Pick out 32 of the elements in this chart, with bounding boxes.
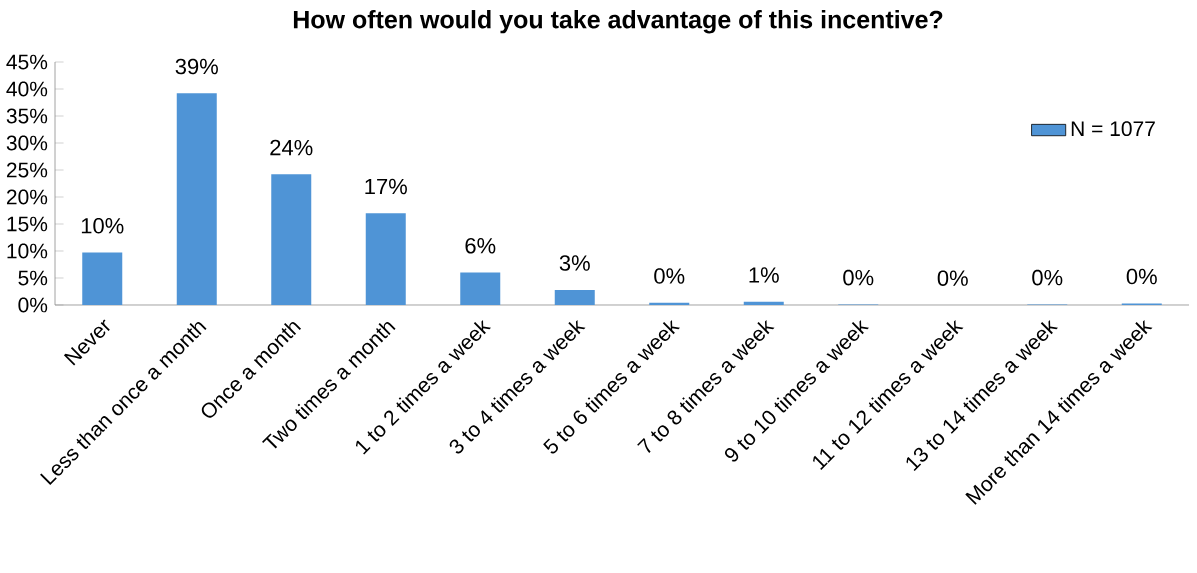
bar	[649, 302, 690, 305]
data-label: 0%	[843, 269, 874, 286]
y-tick-label: 0%	[18, 297, 48, 313]
y-tick-label: 5%	[18, 270, 48, 286]
y-tick-label: 20%	[6, 189, 48, 205]
chart-title: How often would you take advantage of this incentive?	[293, 10, 943, 34]
data-label: 0%	[937, 270, 968, 286]
data-label: 10%	[81, 218, 124, 234]
bar	[460, 272, 501, 305]
bar	[365, 213, 406, 305]
y-tick-label: 35%	[6, 108, 48, 124]
bar	[743, 301, 784, 305]
data-label: 0%	[1032, 269, 1063, 286]
y-tick-label: 10%	[7, 243, 48, 259]
data-label: 0%	[1126, 268, 1157, 285]
data-label: 24%	[270, 139, 313, 156]
y-tick-label: 30%	[6, 135, 48, 151]
data-label: 17%	[365, 178, 407, 195]
legend-label: N = 1077	[1071, 121, 1155, 137]
y-tick-label: 25%	[6, 162, 48, 178]
y-tick-label: 40%	[6, 81, 48, 97]
data-label: 1%	[749, 267, 779, 283]
y-tick-label: 15%	[7, 216, 48, 232]
bar	[271, 174, 312, 305]
data-label: 6%	[465, 237, 496, 254]
bar	[82, 252, 123, 305]
bar	[554, 289, 595, 305]
data-label: 39%	[175, 58, 218, 75]
bar	[176, 93, 217, 305]
data-label: 0%	[654, 268, 685, 284]
data-label: 3%	[559, 255, 590, 271]
y-tick-label: 45%	[6, 54, 48, 70]
